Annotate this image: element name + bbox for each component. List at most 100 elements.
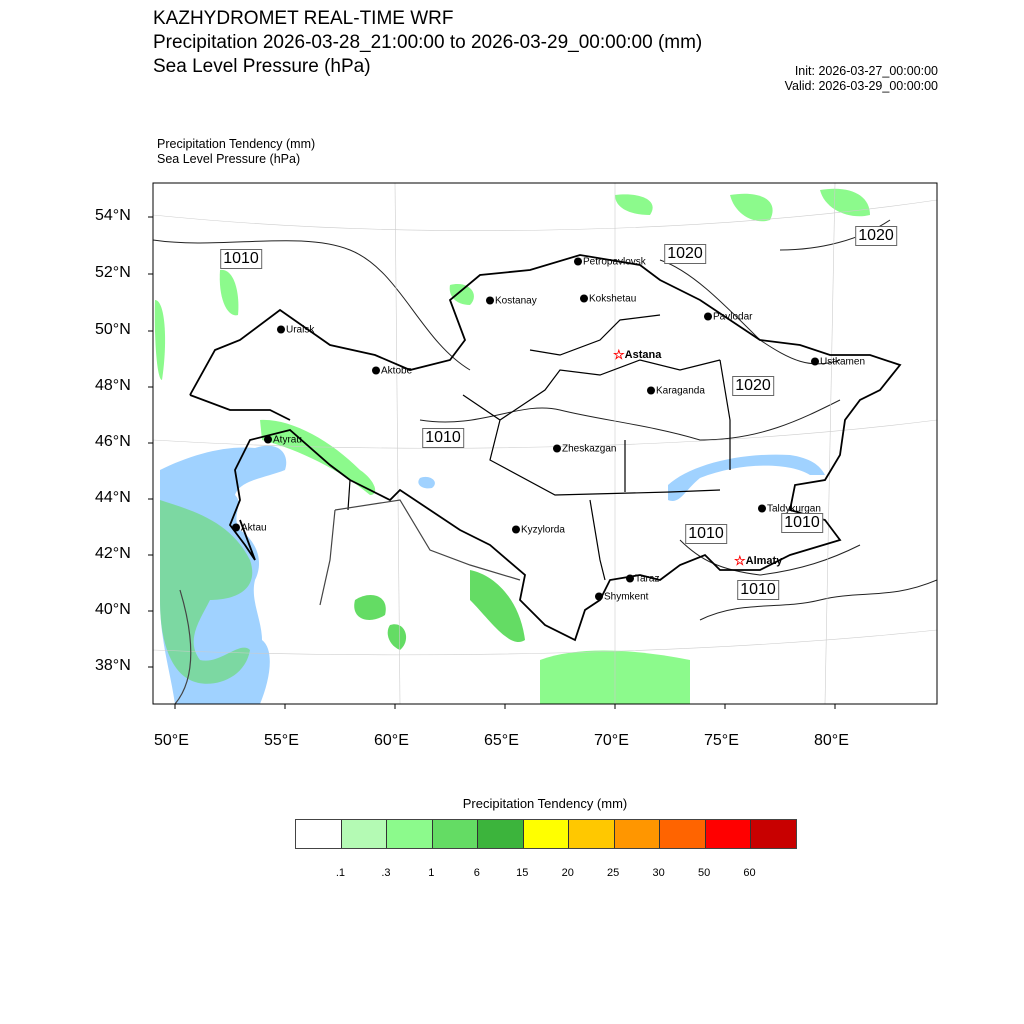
city-label: Almaty bbox=[745, 554, 783, 567]
valid-time: Valid: 2026-03-29_00:00:00 bbox=[784, 79, 938, 93]
isobar-label: 1020 bbox=[732, 376, 774, 396]
city-dot-icon bbox=[277, 325, 285, 334]
colorbar-label: 20 bbox=[561, 867, 574, 879]
city-label: Ustkamen bbox=[820, 356, 866, 368]
colorbar-swatch bbox=[341, 820, 388, 848]
precip-caspian bbox=[160, 500, 253, 684]
colorbar-label: 25 bbox=[607, 867, 620, 879]
lon-label: 80°E bbox=[814, 732, 849, 749]
city-marker: Taldykurgan bbox=[758, 504, 821, 515]
colorbar-label: 60 bbox=[743, 867, 756, 879]
lat-label: 48°N bbox=[95, 377, 131, 394]
city-label: Kyzylorda bbox=[521, 524, 565, 536]
city-dot-icon bbox=[758, 504, 766, 513]
city-dot-icon bbox=[232, 523, 240, 532]
city-label: Shymkent bbox=[604, 591, 649, 603]
city-marker: Uralsk bbox=[277, 325, 314, 336]
colorbar-label: 30 bbox=[652, 867, 665, 879]
city-label: Karaganda bbox=[656, 385, 705, 397]
colorbar-label: 1 bbox=[428, 867, 435, 879]
capital-marker: ☆Astana bbox=[613, 347, 661, 363]
city-dot-icon bbox=[811, 357, 819, 366]
subtitle-slp: Sea Level Pressure (hPa) bbox=[153, 56, 371, 77]
capital-marker: ☆Almaty bbox=[734, 553, 782, 569]
init-time: Init: 2026-03-27_00:00:00 bbox=[794, 64, 938, 78]
city-marker: Kokshetau bbox=[580, 294, 636, 305]
field-label-precip: Precipitation Tendency (mm) bbox=[157, 137, 316, 151]
city-dot-icon bbox=[704, 312, 712, 321]
city-dot-icon bbox=[574, 257, 582, 266]
field-label-slp: Sea Level Pressure (hPa) bbox=[157, 152, 301, 166]
lon-label: 50°E bbox=[154, 732, 189, 749]
lat-label: 46°N bbox=[95, 433, 131, 450]
colorbar-swatch bbox=[660, 820, 706, 848]
colorbar-title: Precipitation Tendency (mm) bbox=[462, 796, 628, 811]
isobar-label: 1020 bbox=[664, 244, 706, 264]
city-dot-icon bbox=[372, 366, 380, 375]
city-label: Taldykurgan bbox=[767, 503, 821, 515]
city-marker: Karaganda bbox=[647, 386, 705, 397]
colorbar-label: 15 bbox=[516, 867, 529, 879]
city-label: Uralsk bbox=[286, 324, 315, 336]
city-label: Aktobe bbox=[381, 365, 413, 377]
city-label: Pavlodar bbox=[713, 311, 753, 323]
colorbar-label: .1 bbox=[335, 867, 346, 879]
lat-label: 50°N bbox=[95, 321, 131, 338]
colorbar-swatch bbox=[751, 820, 797, 848]
subtitle-precip: Precipitation 2026-03-28_21:00:00 to 202… bbox=[153, 32, 703, 53]
city-label: Aktau bbox=[241, 522, 267, 534]
city-marker: Kostanay bbox=[486, 296, 537, 307]
lat-label: 38°N bbox=[95, 657, 131, 674]
lon-label: 70°E bbox=[594, 732, 629, 749]
precip-aral bbox=[668, 454, 825, 501]
colorbar-swatch bbox=[387, 820, 433, 848]
colorbar-swatch bbox=[478, 820, 524, 848]
city-dot-icon bbox=[512, 525, 520, 534]
isobar-label: 1010 bbox=[220, 249, 262, 269]
star-icon: ☆ bbox=[613, 347, 625, 362]
isobar-label: 1010 bbox=[781, 513, 823, 533]
colorbar-swatch bbox=[705, 820, 752, 848]
city-dot-icon bbox=[486, 296, 494, 305]
city-dot-icon bbox=[580, 294, 588, 303]
city-marker: Taraz bbox=[626, 574, 659, 585]
city-dot-icon bbox=[647, 386, 655, 395]
city-dot-icon bbox=[264, 435, 272, 444]
colorbar-label: 6 bbox=[473, 867, 480, 879]
city-label: Astana bbox=[624, 348, 662, 361]
colorbar-swatch bbox=[569, 820, 615, 848]
lat-label: 40°N bbox=[95, 601, 131, 618]
city-marker: Aktau bbox=[232, 523, 267, 534]
colorbar bbox=[295, 819, 797, 849]
isobar-label: 1010 bbox=[737, 580, 779, 600]
city-marker: Kyzylorda bbox=[512, 525, 565, 536]
main-title: KAZHYDROMET REAL-TIME WRF bbox=[153, 8, 454, 29]
colorbar-swatch bbox=[432, 820, 479, 848]
city-marker: Petropavlovsk bbox=[574, 257, 646, 268]
lon-label: 55°E bbox=[264, 732, 299, 749]
kazakhstan-border bbox=[189, 254, 902, 642]
city-label: Petropavlovsk bbox=[583, 256, 646, 268]
colorbar-swatch bbox=[296, 820, 342, 848]
lon-label: 65°E bbox=[484, 732, 519, 749]
city-dot-icon bbox=[626, 574, 634, 583]
city-marker: Aktobe bbox=[372, 366, 412, 377]
city-dot-icon bbox=[553, 444, 561, 453]
city-label: Taraz bbox=[635, 573, 660, 585]
colorbar-label: 50 bbox=[697, 867, 711, 879]
isobar-label: 1010 bbox=[422, 428, 464, 448]
colorbar-swatch bbox=[523, 820, 570, 848]
lon-label: 75°E bbox=[704, 732, 739, 749]
star-icon: ☆ bbox=[734, 553, 746, 568]
colorbar-label: .3 bbox=[381, 867, 391, 879]
lon-label: 60°E bbox=[374, 732, 409, 749]
city-label: Kokshetau bbox=[589, 293, 637, 305]
lat-label: 54°N bbox=[95, 207, 131, 224]
city-marker: Ustkamen bbox=[811, 357, 865, 368]
lat-label: 44°N bbox=[95, 489, 131, 506]
city-marker: Pavlodar bbox=[704, 312, 752, 323]
lat-label: 52°N bbox=[95, 264, 131, 281]
colorbar-swatch bbox=[614, 820, 661, 848]
city-label: Zheskazgan bbox=[562, 443, 617, 455]
